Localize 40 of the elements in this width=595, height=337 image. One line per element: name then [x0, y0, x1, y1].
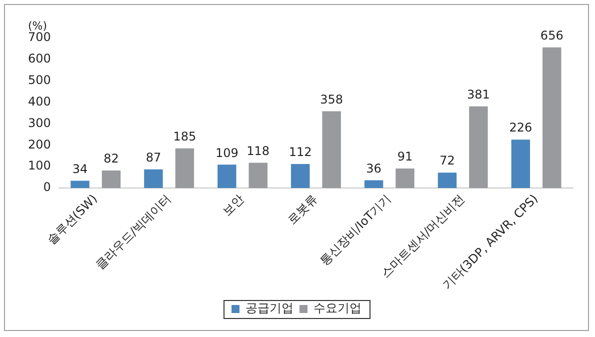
data-label: 656	[540, 28, 564, 43]
bar	[290, 164, 310, 188]
bar	[175, 148, 194, 188]
data-label: 118	[246, 144, 270, 158]
y-axis-title: (%)	[28, 19, 48, 32]
bar	[144, 169, 163, 188]
y-tick-label: 200	[28, 137, 51, 152]
bar	[396, 168, 414, 188]
bar	[511, 140, 530, 188]
bar	[542, 47, 562, 188]
x-tick-label: 보안	[220, 192, 247, 218]
legend-label: 공급기업	[246, 301, 294, 316]
data-label: 112	[288, 145, 312, 160]
bar	[70, 180, 90, 188]
data-label: 34	[72, 162, 88, 176]
data-label: 381	[466, 87, 490, 102]
y-tick-label: 700	[28, 30, 51, 44]
data-label: 109	[215, 146, 238, 160]
data-label: 82	[104, 152, 119, 166]
y-tick-label: 600	[28, 52, 51, 66]
legend-label: 수요기업	[314, 301, 362, 316]
y-tick-label: 300	[28, 116, 51, 130]
data-label: 185	[173, 130, 196, 144]
bar	[364, 180, 384, 188]
y-tick-label: 400	[28, 94, 51, 108]
bar	[469, 106, 488, 188]
data-label: 226	[509, 120, 532, 135]
y-tick-label: 500	[28, 72, 51, 87]
data-label: 91	[397, 150, 413, 164]
bar	[218, 164, 236, 188]
data-label: 72	[440, 154, 455, 168]
data-label: 87	[146, 150, 162, 165]
data-label: 358	[320, 92, 344, 106]
bar	[322, 111, 341, 188]
y-tick-label: 100	[28, 158, 51, 173]
bar	[248, 162, 268, 188]
y-tick-label: 0	[43, 180, 51, 194]
bar	[438, 172, 457, 188]
data-label: 36	[366, 161, 382, 176]
bar	[102, 170, 121, 188]
